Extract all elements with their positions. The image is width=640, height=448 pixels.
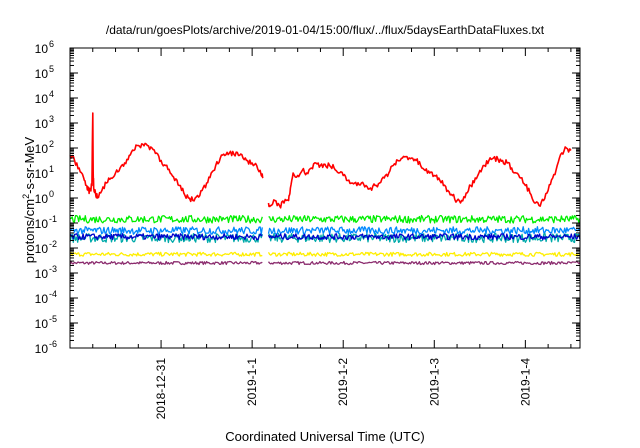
y-tick-label: 10 xyxy=(35,292,49,306)
y-tick-exponent: -5 xyxy=(49,314,57,324)
y-tick-exponent: -3 xyxy=(49,264,57,274)
y-tick-label: 10 xyxy=(35,217,49,231)
plot-frame xyxy=(69,47,581,349)
y-tick-label: 10 xyxy=(35,192,49,206)
y-tick-exponent: -4 xyxy=(49,289,57,299)
x-axis-label: Coordinated Universal Time (UTC) xyxy=(225,429,424,444)
y-tick-exponent: -1 xyxy=(49,214,57,224)
y-tick-label: 10 xyxy=(35,242,49,256)
x-tick-label: 2019-1-3 xyxy=(427,358,441,406)
y-tick-exponent: 0 xyxy=(49,189,54,199)
x-tick-label: 2019-1-2 xyxy=(336,358,350,406)
y-tick-exponent: -6 xyxy=(49,339,57,349)
series-1-line-seg-0 xyxy=(69,214,263,224)
y-axis-label-main: protons/cm xyxy=(22,199,37,263)
y-tick-exponent: 1 xyxy=(49,164,54,174)
svg-text:protons/cm2-s-sr-MeV: protons/cm2-s-sr-MeV xyxy=(21,136,37,263)
series-3-line-seg-0 xyxy=(69,226,263,235)
y-tick-label: 10 xyxy=(35,142,49,156)
y-tick-label: 10 xyxy=(35,317,49,331)
y-tick-label: 10 xyxy=(35,92,49,106)
ticks-layer: 10 -610 -510 -410 -310 -210 -110 010 110 210 310 41… xyxy=(35,39,580,419)
y-tick-label: 10 xyxy=(35,67,49,81)
y-axis-label-sup: 2 xyxy=(21,194,31,199)
y-tick-exponent: 2 xyxy=(49,139,54,149)
series-layer xyxy=(69,112,581,266)
series-5-line-seg-0 xyxy=(69,251,263,257)
series-6-line-seg-0 xyxy=(69,260,263,266)
y-tick-exponent: 3 xyxy=(49,114,54,124)
y-tick-exponent: 5 xyxy=(49,64,54,74)
x-tick-label: 2019-1-1 xyxy=(245,358,259,406)
series-0-line-seg-0 xyxy=(69,112,264,203)
y-tick-label: 10 xyxy=(35,167,49,181)
y-tick-label: 10 xyxy=(35,42,49,56)
y-tick-exponent: -2 xyxy=(49,239,57,249)
y-tick-exponent: 6 xyxy=(49,39,54,49)
y-tick-label: 10 xyxy=(35,267,49,281)
series-4-line-seg-0 xyxy=(69,233,263,241)
y-tick-label: 10 xyxy=(35,342,49,356)
x-tick-label: 2018-12-31 xyxy=(154,358,168,420)
chart-title: /data/run/goesPlots/archive/2019-01-04/1… xyxy=(106,23,545,37)
series-1-line-seg-1 xyxy=(268,214,581,224)
y-axis-label-rest: -s-sr-MeV xyxy=(22,136,37,193)
y-tick-exponent: 4 xyxy=(49,89,54,99)
series-3-line-seg-1 xyxy=(267,226,581,235)
x-tick-label: 2019-1-4 xyxy=(518,358,532,406)
series-4-line-seg-1 xyxy=(267,233,581,241)
series-5-line-seg-1 xyxy=(267,251,581,257)
series-6-line-seg-1 xyxy=(267,260,581,266)
y-axis-label: protons/cm2-s-sr-MeV xyxy=(21,136,37,263)
y-tick-label: 10 xyxy=(35,117,49,131)
series-0-line-seg-1 xyxy=(267,146,572,209)
